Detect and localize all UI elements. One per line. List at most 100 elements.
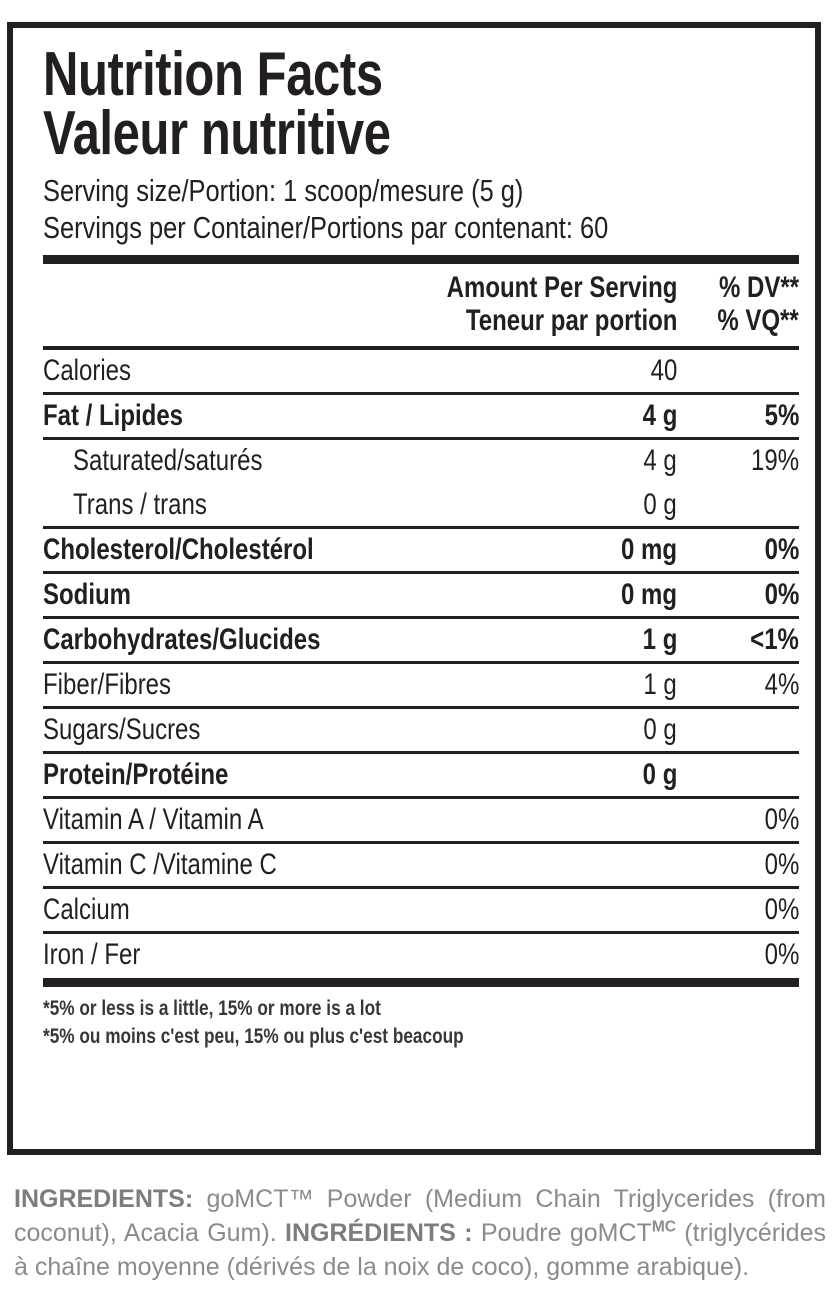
nutrient-name: Vitamin C /Vitamine C	[43, 844, 492, 880]
table-row: Sugars/Sucres 0 g	[43, 709, 799, 751]
row-divider	[43, 661, 799, 664]
row-divider	[43, 751, 799, 754]
nutrient-name: Carbohydrates/Glucides	[43, 619, 492, 655]
nutrient-daily-value: 0%	[677, 799, 799, 835]
nutrient-amount-text: 4 g	[642, 399, 677, 432]
nutrient-daily-value	[677, 709, 799, 745]
ingredients-paragraph: INGREDIENTS: goMCT™ Powder (Medium Chain…	[14, 1182, 826, 1284]
column-header-dv-fr: % VQ**	[717, 304, 799, 337]
divider-thick-top	[43, 255, 799, 264]
nutrient-name-text: Iron / Fer	[43, 938, 141, 971]
nutrient-daily-value-text: 0%	[764, 578, 799, 611]
ingredients-text-fr-after: (triglycérides à chaîne moyenne (dérivés…	[14, 1219, 826, 1281]
nutrient-amount-text: 0 mg	[620, 533, 677, 566]
nutrient-amount: 0 mg	[492, 574, 677, 610]
page-title-french: Valeur nutritive	[43, 99, 799, 168]
title-fr-text: Valeur nutritive	[43, 99, 391, 168]
footnote: *5% or less is a little, 15% or more is …	[43, 995, 799, 1023]
nutrient-amount-text: 0 g	[643, 713, 677, 746]
nutrient-name: Sodium	[43, 574, 492, 610]
table-row: Calories 40	[43, 350, 799, 392]
nutrient-daily-value: 0%	[677, 529, 799, 565]
nutrient-name: Fat / Lipides	[43, 395, 492, 431]
nutrient-amount-text: 0 g	[643, 488, 677, 521]
nutrient-daily-value-text: 0%	[764, 893, 799, 926]
table-row: Fat / Lipides 4 g 5%	[43, 395, 799, 437]
column-header-row-fr: Teneur par portion % VQ**	[43, 304, 799, 337]
row-divider	[43, 571, 799, 574]
nutrient-name: Cholesterol/Cholestérol	[43, 529, 492, 565]
row-divider	[43, 616, 799, 619]
title-en-text: Nutrition Facts	[43, 40, 383, 109]
nutrient-name: Iron / Fer	[43, 934, 492, 970]
nutrient-name-text: Fiber/Fibres	[43, 668, 172, 701]
nutrient-amount	[492, 889, 677, 925]
table-row: Sodium 0 mg 0%	[43, 574, 799, 616]
nutrient-name-text: Sodium	[43, 578, 131, 611]
nutrient-amount-text: 4 g	[643, 444, 677, 477]
nutrient-amount: 0 g	[492, 484, 677, 520]
nutrient-name-text: Calcium	[43, 893, 130, 926]
nutrient-daily-value	[677, 484, 799, 520]
nutrient-daily-value	[677, 350, 799, 386]
nutrient-amount: 1 g	[492, 664, 677, 700]
nutrient-name-text: Saturated/saturés	[73, 444, 263, 477]
servings-per-container-line: Servings per Container/Portions par cont…	[43, 209, 799, 246]
ingredients-label-fr: INGRÉDIENTS :	[285, 1219, 473, 1247]
nutrient-amount: 1 g	[492, 619, 677, 655]
nutrient-daily-value-text: 0%	[764, 803, 799, 836]
row-divider	[43, 841, 799, 844]
column-header-amount-en: Amount Per Serving	[446, 271, 677, 304]
nutrient-daily-value	[677, 754, 799, 790]
footnotes-block: *5% or less is a little, 15% or more is …	[43, 995, 799, 1055]
nutrient-daily-value: 5%	[677, 395, 799, 431]
page-title: Nutrition Facts	[43, 40, 799, 109]
nutrient-amount	[492, 844, 677, 880]
nutrient-amount: 4 g	[492, 395, 677, 431]
nutrient-amount-text: 0 mg	[620, 578, 677, 611]
serving-size-text: Serving size/Portion: 1 scoop/mesure (5 …	[43, 173, 524, 208]
nutrient-daily-value: <1%	[677, 619, 799, 655]
row-divider	[43, 437, 799, 440]
nutrient-name-text: Vitamin A / Vitamin A	[43, 803, 264, 836]
footnote: *5% ou moins c'est peu, 15% ou plus c'es…	[43, 1023, 799, 1051]
column-header-amount-fr: Teneur par portion	[465, 304, 677, 337]
nutrient-amount: 0 g	[492, 709, 677, 745]
servings-per-container-text: Servings per Container/Portions par cont…	[43, 210, 609, 245]
table-row: Calcium 0%	[43, 889, 799, 931]
table-row: Iron / Fer 0%	[43, 934, 799, 976]
table-row: Fiber/Fibres 1 g 4%	[43, 664, 799, 706]
nutrient-amount: 4 g	[492, 440, 677, 476]
nutrient-daily-value-text: 0%	[764, 848, 799, 881]
ingredients-trademark-mc: MC	[651, 1218, 676, 1236]
nutrient-amount-text: 40	[650, 354, 677, 387]
footnote-text: *5% ou moins c'est peu, 15% ou plus c'es…	[43, 1025, 464, 1048]
table-row: Vitamin C /Vitamine C 0%	[43, 844, 799, 886]
nutrient-name: Vitamin A / Vitamin A	[43, 799, 492, 835]
row-divider	[43, 392, 799, 395]
nutrient-rows: Calories 40 Fat / Lipides 4 g 5% Saturated/sa…	[43, 350, 799, 976]
nutrient-daily-value: 19%	[677, 440, 799, 476]
nutrition-facts-content: Nutrition Facts Valeur nutritive Serving…	[43, 36, 799, 1055]
nutrient-name: Calcium	[43, 889, 492, 925]
nutrient-name: Fiber/Fibres	[43, 664, 492, 700]
table-row: Vitamin A / Vitamin A 0%	[43, 799, 799, 841]
nutrient-daily-value-text: 0%	[764, 938, 799, 971]
row-divider	[43, 526, 799, 529]
table-row: Carbohydrates/Glucides 1 g <1%	[43, 619, 799, 661]
nutrient-amount: 0 g	[492, 754, 677, 790]
row-divider	[43, 886, 799, 889]
ingredients-label-en: INGREDIENTS:	[14, 1185, 194, 1213]
nutrient-name-text: Cholesterol/Cholestérol	[43, 533, 314, 566]
nutrient-name-text: Fat / Lipides	[43, 399, 184, 432]
footnote-text: *5% or less is a little, 15% or more is …	[43, 997, 381, 1020]
nutrient-amount-text: 1 g	[643, 668, 677, 701]
nutrient-daily-value: 0%	[677, 844, 799, 880]
nutrient-amount-text: 1 g	[642, 623, 677, 656]
nutrient-daily-value: 4%	[677, 664, 799, 700]
table-row: Saturated/saturés 4 g 19%	[43, 440, 799, 482]
nutrient-daily-value-text: <1%	[750, 623, 799, 656]
nutrient-amount-text: 0 g	[642, 758, 677, 791]
nutrient-name: Protein/Protéine	[43, 754, 492, 790]
column-header-dv-en: % DV**	[718, 271, 799, 304]
